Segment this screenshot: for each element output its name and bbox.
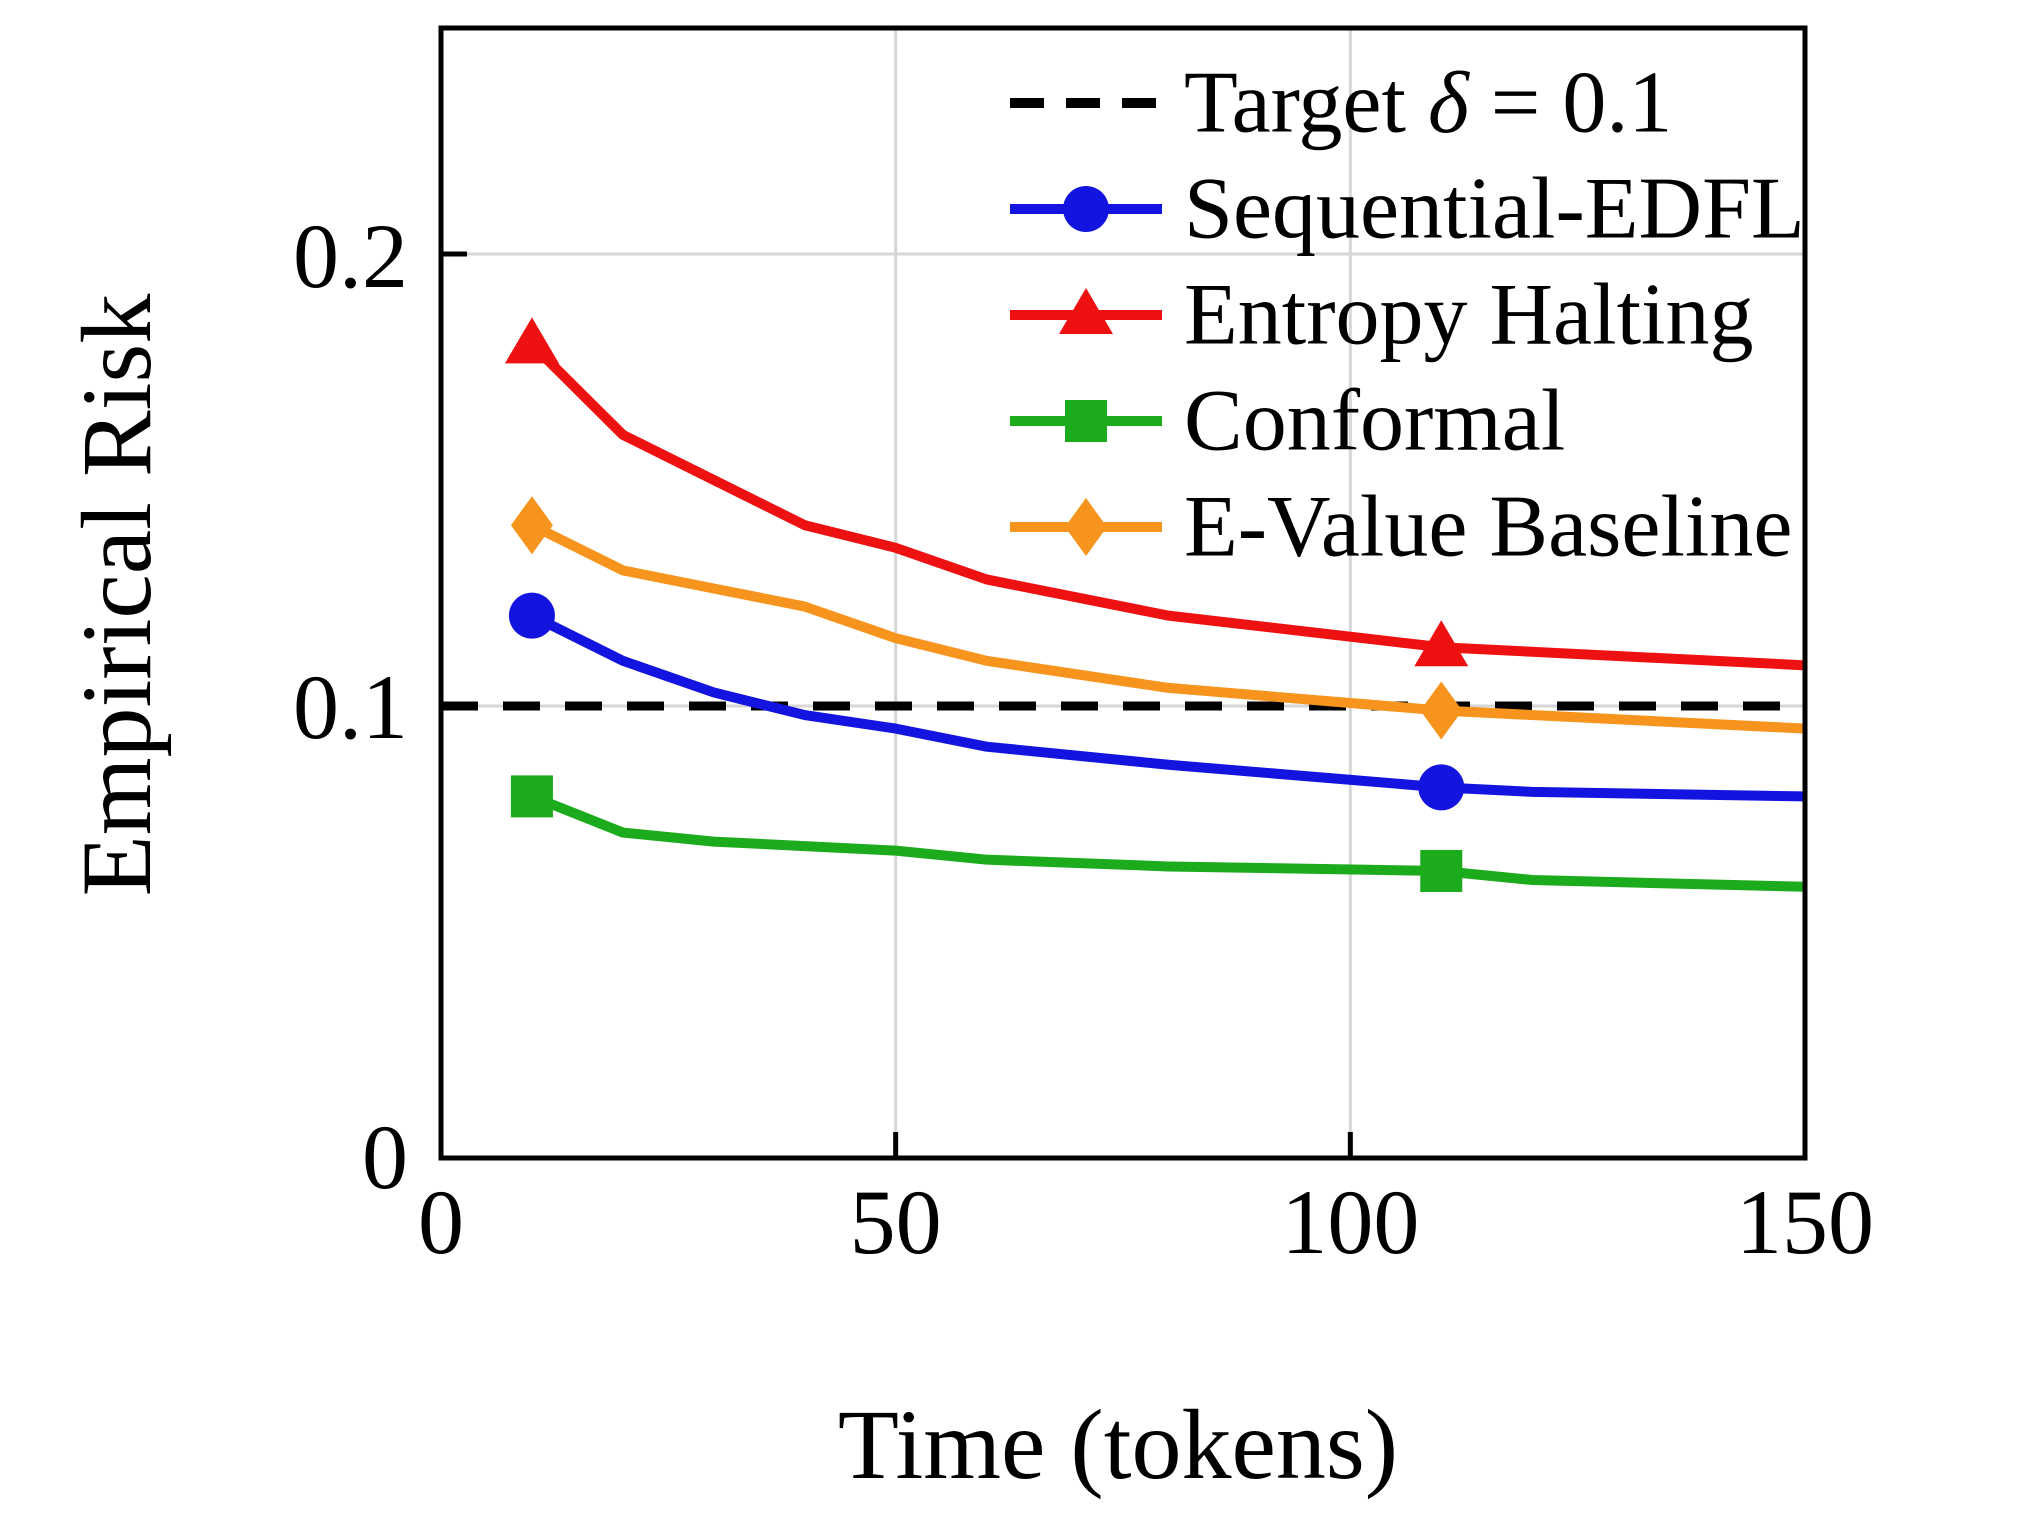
y-tick-label-0.2: 0.2 bbox=[293, 205, 408, 307]
marker-sequential-edfl-10 bbox=[508, 592, 555, 639]
y-tick-label-0: 0 bbox=[362, 1106, 408, 1208]
legend-label-entropy-halting: Entropy Halting bbox=[1184, 267, 1753, 364]
series-line-entropy-halting bbox=[528, 340, 1806, 671]
marker-conformal-110 bbox=[1420, 849, 1463, 892]
series-line-conformal bbox=[530, 791, 1806, 892]
legend-label-e-value-baseline: E-Value Baseline bbox=[1184, 479, 1792, 576]
legend-marker-square-conformal bbox=[1065, 400, 1107, 442]
marker-entropy-halting-110 bbox=[1414, 620, 1469, 667]
legend-marker-circle-sequential-edfl bbox=[1063, 186, 1109, 232]
marker-conformal-10 bbox=[510, 775, 553, 818]
y-tick-label-0.1: 0.1 bbox=[293, 656, 408, 758]
x-axis-label: Time (tokens) bbox=[838, 1389, 1398, 1500]
x-tick-label-0: 0 bbox=[418, 1171, 464, 1273]
legend-label-conformal: Conformal bbox=[1184, 373, 1565, 470]
legend-marker-triangle-entropy-halting bbox=[1059, 288, 1113, 334]
marker-e-value-baseline-10 bbox=[510, 496, 553, 555]
series-line-e-value-baseline bbox=[529, 520, 1806, 734]
legend-label-target-0-1: Target δ = 0.1 bbox=[1184, 55, 1672, 152]
x-tick-label-100: 100 bbox=[1281, 1171, 1419, 1273]
x-tick-label-150: 150 bbox=[1736, 1171, 1874, 1273]
marker-sequential-edfl-110 bbox=[1418, 764, 1465, 811]
marker-entropy-halting-10 bbox=[504, 317, 559, 364]
legend-label-sequential-edfl: Sequential-EDFL bbox=[1184, 161, 1805, 258]
x-tick-label-50: 50 bbox=[850, 1171, 942, 1273]
plot-area: 0 50 100 150 0 0.1 0.2 Target δ = 0.1Sequential… bbox=[293, 25, 1874, 1273]
plot-frame bbox=[438, 25, 1808, 1161]
legend-marker-diamond-e-value-baseline bbox=[1065, 498, 1107, 556]
series-line-sequential-edfl bbox=[529, 611, 1806, 802]
y-axis-label: Empirical Risk bbox=[61, 294, 172, 897]
marker-e-value-baseline-110 bbox=[1420, 681, 1463, 740]
